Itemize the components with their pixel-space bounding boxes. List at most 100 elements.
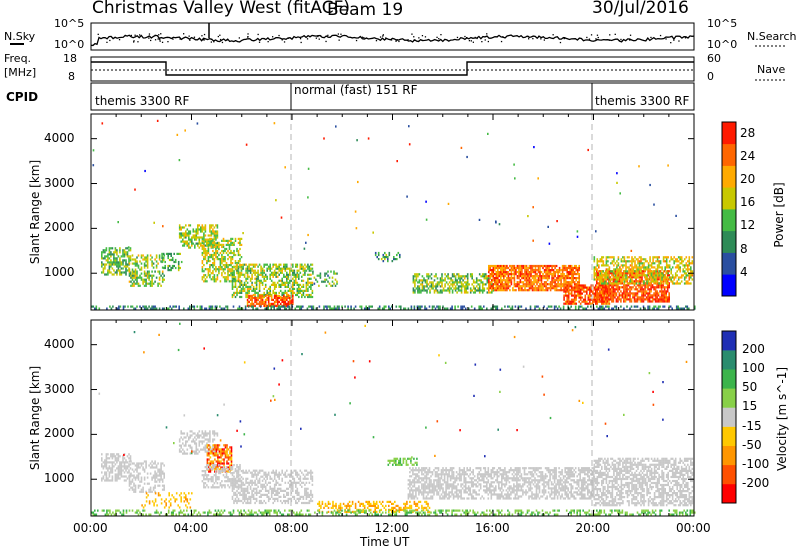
power-cell <box>691 274 694 277</box>
power-cell <box>654 292 657 295</box>
power-cell <box>441 275 443 278</box>
power-cell <box>545 273 547 276</box>
power-cell <box>620 298 622 301</box>
velocity-cell <box>180 430 182 433</box>
power-cell <box>137 276 140 279</box>
velocity-cell <box>104 479 106 482</box>
power-cell <box>457 289 460 292</box>
power-cell <box>479 307 482 310</box>
power-cell <box>204 278 207 281</box>
power-cell <box>570 271 573 274</box>
noise-sky-dot <box>278 34 280 37</box>
power-cell <box>209 256 211 259</box>
power-cell <box>336 282 338 285</box>
power-cell <box>154 258 156 261</box>
power-cell <box>415 279 418 282</box>
power-cell <box>249 294 252 297</box>
power-cell <box>350 307 352 310</box>
noise-sky-dot <box>438 38 440 40</box>
velocity-cell <box>209 430 211 433</box>
power-cell <box>633 288 636 291</box>
power-cell <box>647 274 649 277</box>
power-cell <box>578 266 580 270</box>
power-cell <box>204 307 206 310</box>
power-cell <box>555 277 558 280</box>
noise-sky-dot <box>306 38 309 40</box>
power-cell <box>116 307 119 310</box>
power-cell <box>354 305 357 308</box>
power-cell <box>461 305 464 308</box>
power-cell <box>111 253 114 256</box>
velocity-cell <box>123 463 126 466</box>
power-cell <box>527 266 529 270</box>
power-cell <box>457 277 460 280</box>
power-cell <box>169 305 171 308</box>
power-cell <box>471 283 473 286</box>
power-cell <box>324 280 326 283</box>
power-cell <box>537 271 540 274</box>
power-cell <box>203 234 205 237</box>
power-cell <box>679 270 681 273</box>
power-cell <box>210 245 213 249</box>
power-cell <box>518 287 520 290</box>
power-cell <box>239 237 241 240</box>
power-cell <box>593 272 596 275</box>
power-cell <box>107 255 109 258</box>
power-cell <box>304 273 306 276</box>
power-cell <box>489 285 492 288</box>
velocity-cell <box>131 488 134 491</box>
power-cell <box>126 255 129 258</box>
power-cell <box>171 258 174 262</box>
power-cell <box>537 275 540 278</box>
power-cell <box>566 269 568 272</box>
power-cell <box>224 278 226 281</box>
power-cell <box>185 236 187 239</box>
power-cell <box>161 258 164 261</box>
power-cell <box>270 296 273 299</box>
power-cell <box>257 271 259 274</box>
power-cell <box>597 296 600 299</box>
power-cell <box>601 264 603 267</box>
power-cell <box>579 305 581 308</box>
noise-sky-dot <box>325 40 327 43</box>
power-cell <box>628 270 630 273</box>
power-cell <box>198 246 201 249</box>
power-cell <box>626 280 628 283</box>
power-cell <box>626 260 629 263</box>
power-cell <box>617 270 620 273</box>
power-cell <box>182 234 184 237</box>
power-cell <box>148 305 150 308</box>
power-cell <box>663 270 666 273</box>
power-cell <box>612 296 615 299</box>
power-cell <box>200 242 202 245</box>
velocity-cell <box>203 434 205 437</box>
velocity-cell <box>213 432 216 435</box>
power-cell <box>106 307 108 310</box>
power-cell <box>530 273 532 276</box>
power-cell <box>289 271 291 274</box>
power-cell <box>118 307 120 310</box>
power-cell <box>596 305 598 308</box>
power-cell <box>227 258 229 261</box>
power-cell <box>647 300 649 303</box>
power-cell <box>559 307 562 310</box>
power-cell <box>626 298 628 301</box>
power-cell <box>503 287 505 290</box>
power-cell <box>197 232 199 235</box>
power-cell <box>453 273 455 276</box>
power-cell <box>330 284 332 287</box>
power-cell <box>216 268 219 271</box>
power-cell <box>639 286 642 289</box>
power-cell <box>628 266 630 269</box>
power-cell <box>295 277 297 280</box>
power-cell <box>419 305 422 308</box>
power-cell <box>611 294 613 297</box>
power-cell <box>119 265 121 268</box>
power-cell <box>621 280 624 283</box>
power-cell <box>659 282 662 285</box>
power-cell <box>570 285 573 288</box>
power-cell <box>233 279 235 282</box>
power-cell <box>536 273 538 276</box>
power-cell <box>630 305 633 308</box>
power-cell <box>239 271 241 274</box>
